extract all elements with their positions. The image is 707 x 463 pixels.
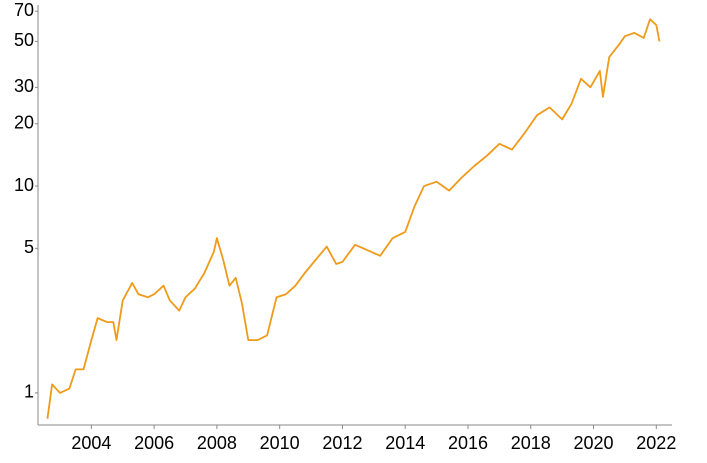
y-tick-label: 1 [24,382,34,402]
x-tick-label: 2020 [574,433,614,453]
y-tick-label: 20 [14,113,34,133]
x-tick-label: 2010 [260,433,300,453]
x-tick-label: 2018 [511,433,551,453]
x-tick-label: 2012 [322,433,362,453]
x-tick-label: 2008 [197,433,237,453]
y-tick-label: 50 [14,30,34,50]
y-tick-label: 5 [24,237,34,257]
y-tick-label: 70 [14,0,34,20]
y-tick-label: 10 [14,175,34,195]
y-tick-label: 30 [14,76,34,96]
x-tick-label: 2014 [385,433,425,453]
x-tick-label: 2022 [636,433,676,453]
x-tick-label: 2016 [448,433,488,453]
x-tick-label: 2004 [71,433,111,453]
price-line [46,18,661,419]
x-tick-label: 2006 [134,433,174,453]
